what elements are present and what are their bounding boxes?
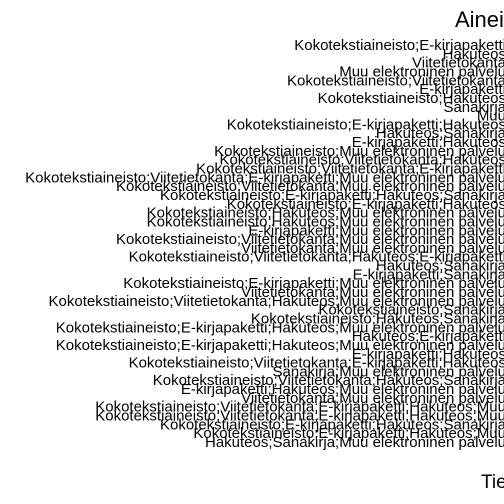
category-label: Kokotekstiaineisto;E-kirjapaketti;Hakute… xyxy=(193,425,504,442)
category-label: Kokotekstiaineisto;E-kirjapaketti;Muu el… xyxy=(123,275,504,292)
category-label: E-kirjapaketti xyxy=(419,81,504,98)
x-axis-label: Tie xyxy=(481,472,504,493)
category-label: E-kirjapaketti;Muu elektroninen palvelu xyxy=(248,222,504,239)
category-label: Kokotekstiaineisto;E-kirjapaketti;Hakute… xyxy=(56,319,504,336)
category-label: Kokotekstiaineisto;E-kirjapaketti;Hakute… xyxy=(160,416,504,433)
category-label: Kokotekstiaineisto;Viitetietokanta;E-kir… xyxy=(196,161,504,178)
category-label: Kokotekstiaineisto;Viitetietokanta;Hakut… xyxy=(49,293,504,310)
category-label: Kokotekstiaineisto;E-kirjapaketti;Hakute… xyxy=(160,187,504,204)
category-label: Kokotekstiaineisto;Viitetietokanta;Muu e… xyxy=(116,231,504,248)
category-label: Kokotekstiaineisto;Viitetietokanta;E-kir… xyxy=(95,408,504,425)
category-label: Kokotekstiaineisto;Viitetietokanta;Hakut… xyxy=(219,152,504,169)
category-label: Hakuteos;Sanakirja xyxy=(376,258,504,275)
category-label: Viitetietokanta xyxy=(412,55,504,72)
category-label: Kokotekstiaineisto;E-kirjapaketti;Hakute… xyxy=(227,196,504,213)
category-label: Sanakirja xyxy=(443,99,504,116)
category-label: Hakuteos;Sanakirja xyxy=(376,125,504,142)
category-label: Muu xyxy=(477,108,504,125)
category-label: E-kirjapaketti;Hakuteos xyxy=(352,346,504,363)
category-label: Kokotekstiaineisto;Muu elektroninen palv… xyxy=(214,143,504,160)
category-label: Kokotekstiaineisto;E-kirjapaketti;Hakute… xyxy=(56,337,504,354)
category-label: Hakuteos;E-kirjapaketti xyxy=(352,328,504,345)
category-label: E-kirjapaketti;Hakuteos;Muu elektroninen… xyxy=(181,381,504,398)
category-label: Viitetietokanta;Muu elektroninen palvelu xyxy=(241,240,504,257)
category-label: Kokotekstiaineisto;Hakuteos xyxy=(318,90,504,107)
chart-title: Aineis xyxy=(455,7,504,32)
category-label: Viitetietokanta;Muu elektroninen palvelu xyxy=(241,284,504,301)
category-label: Viitetietokanta;Muu elektroninen palvelu xyxy=(241,390,504,407)
category-label: Kokotekstiaineisto;Viitetietokanta;Muu e… xyxy=(116,178,504,195)
category-label: Hakuteos xyxy=(443,46,504,63)
category-label: Muu elektroninen palvelu xyxy=(339,63,504,80)
category-label: Kokotekstiaineisto;Hakuteos;Muu elektron… xyxy=(147,213,504,230)
category-label: Kokotekstiaineisto;E-kirjapaketti;Hakute… xyxy=(227,116,504,133)
category-label: Hakuteos;Sanakirja;Muu elektroninen palv… xyxy=(205,434,504,451)
category-label: Kokotekstiaineisto;Sanakirja xyxy=(318,302,504,319)
category-label: E-kirjapaketti;Hakuteos xyxy=(352,134,504,151)
category-label: Kokotekstiaineisto;Viitetietokanta xyxy=(287,72,504,89)
category-label: Kokotekstiaineisto;Viitetietokanta;E-kir… xyxy=(25,169,504,186)
category-label: Kokotekstiaineisto;Viitetietokanta;Hakut… xyxy=(153,372,504,389)
category-label: E-kirjapaketti;Sanakirja xyxy=(353,266,504,283)
category-label: Kokotekstiaineisto;Viitetietokanta;E-kir… xyxy=(95,399,504,416)
category-label: Kokotekstiaineisto;Hakuteos;Muu elektron… xyxy=(147,205,504,222)
category-label: Kokotekstiaineisto;Hakuteos;Sanakirja xyxy=(251,310,504,327)
category-labels: Kokotekstiaineisto;E-kirjapakettiHakuteo… xyxy=(25,37,504,451)
category-label: Kokotekstiaineisto;Viitetietokanta;E-kir… xyxy=(129,355,504,372)
category-label: Kokotekstiaineisto;Viitetietokanta;Hakut… xyxy=(129,249,504,266)
category-label: Sanakirja;Muu elektroninen palvelu xyxy=(273,363,504,380)
category-label: Kokotekstiaineisto;E-kirjapaketti xyxy=(294,37,504,54)
